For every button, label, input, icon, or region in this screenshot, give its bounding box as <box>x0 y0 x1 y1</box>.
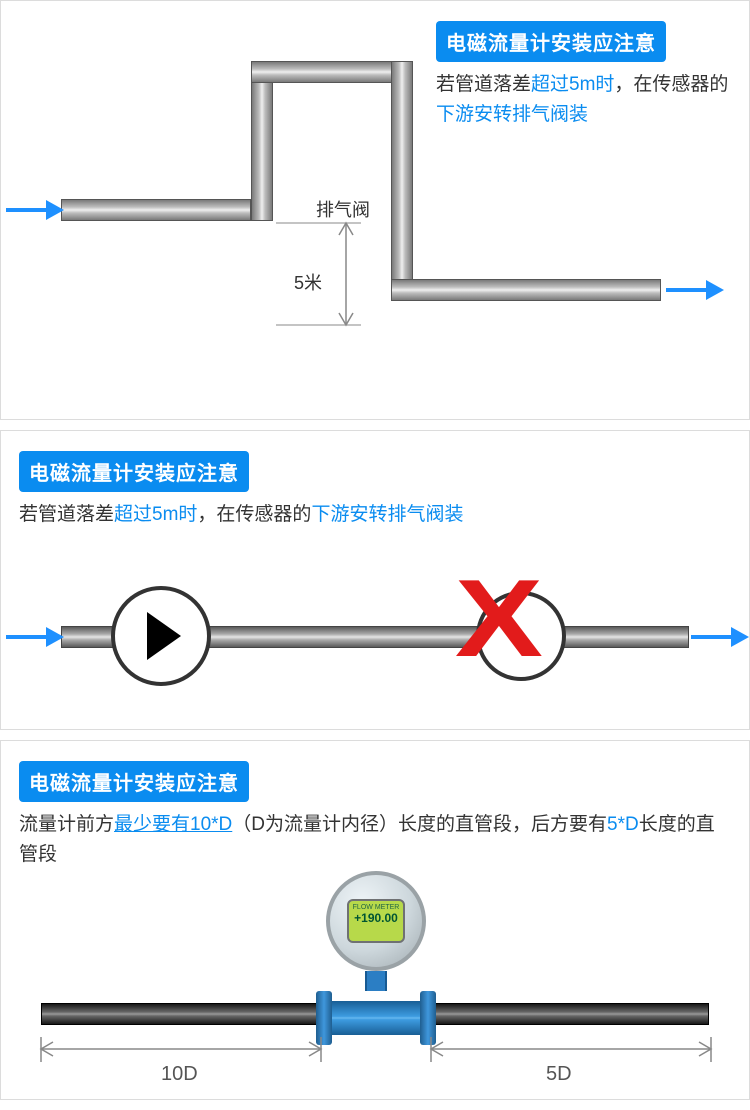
panel1-badge: 电磁流量计安装应注意 <box>436 21 666 62</box>
panel2-badge: 电磁流量计安装应注意 <box>19 451 249 492</box>
pipe-seg-1 <box>61 199 251 221</box>
panel2-desc: 若管道落差超过5m时，在传感器的下游安转排气阀装 <box>19 500 731 530</box>
p1-t2: ，在传感器的 <box>614 74 728 95</box>
pump-icon <box>111 586 211 686</box>
pipe-seg-4 <box>391 61 413 301</box>
p1-t1: 若管道落差 <box>436 74 531 95</box>
p3-t2: （D为流量计内径）长度的直管段，后方要有 <box>232 814 607 835</box>
p2-t2: ，在传感器的 <box>197 504 311 525</box>
lcd-screen: FLOW METER +190.00 <box>347 899 405 943</box>
flow-meter-neck <box>365 971 387 991</box>
lcd-reading: +190.00 <box>352 912 400 925</box>
flow-meter-barrel <box>332 1001 420 1035</box>
p2-hl2: 下游安转排气阀装 <box>311 504 463 525</box>
wrong-icon: X <box>455 564 529 674</box>
flow-arrow-out-2 <box>691 627 749 647</box>
pipe-seg-5 <box>391 279 661 301</box>
pipe-seg-3 <box>251 61 411 83</box>
panel1-text: 电磁流量计安装应注意 若管道落差超过5m时，在传感器的下游安转排气阀装 <box>436 21 731 131</box>
flow-meter: FLOW METER +190.00 <box>301 871 451 1046</box>
p3-hl1: 最少要有10*D <box>114 814 232 835</box>
p2-hl1: 超过5m时 <box>114 504 197 525</box>
flow-arrow-out <box>666 280 724 300</box>
flow-arrow-in-2 <box>6 627 64 647</box>
panel-straight-pipe: 电磁流量计安装应注意 流量计前方最少要有10*D（D为流量计内径）长度的直管段，… <box>0 740 750 1100</box>
height-label: 5米 <box>294 269 322 295</box>
flow-arrow-in <box>6 200 64 220</box>
upstream-label: 10D <box>161 1063 198 1086</box>
valve-label: 排气阀 <box>316 196 370 222</box>
panel3-desc: 流量计前方最少要有10*D（D为流量计内径）长度的直管段，后方要有5*D长度的直… <box>19 810 731 871</box>
height-dimension <box>336 223 356 325</box>
flow-meter-body <box>316 991 436 1045</box>
p3-hl2: 5*D <box>607 814 639 835</box>
downstream-label: 5D <box>546 1063 572 1086</box>
panel1-desc: 若管道落差超过5m时，在传感器的下游安转排气阀装 <box>436 70 731 131</box>
panel3-badge: 电磁流量计安装应注意 <box>19 761 249 802</box>
play-icon <box>147 612 181 660</box>
panel-exhaust-valve: 电磁流量计安装应注意 若管道落差超过5m时，在传感器的下游安转排气阀装 排气阀 … <box>0 0 750 420</box>
p2-t1: 若管道落差 <box>19 504 114 525</box>
pipe-seg-2 <box>251 61 273 221</box>
panel-pump-position: 电磁流量计安装应注意 若管道落差超过5m时，在传感器的下游安转排气阀装 X <box>0 430 750 730</box>
p1-hl1: 超过5m时 <box>531 74 614 95</box>
p3-t1: 流量计前方 <box>19 814 114 835</box>
p1-hl2: 下游安转排气阀装 <box>436 104 588 125</box>
flow-meter-display: FLOW METER +190.00 <box>326 871 426 971</box>
